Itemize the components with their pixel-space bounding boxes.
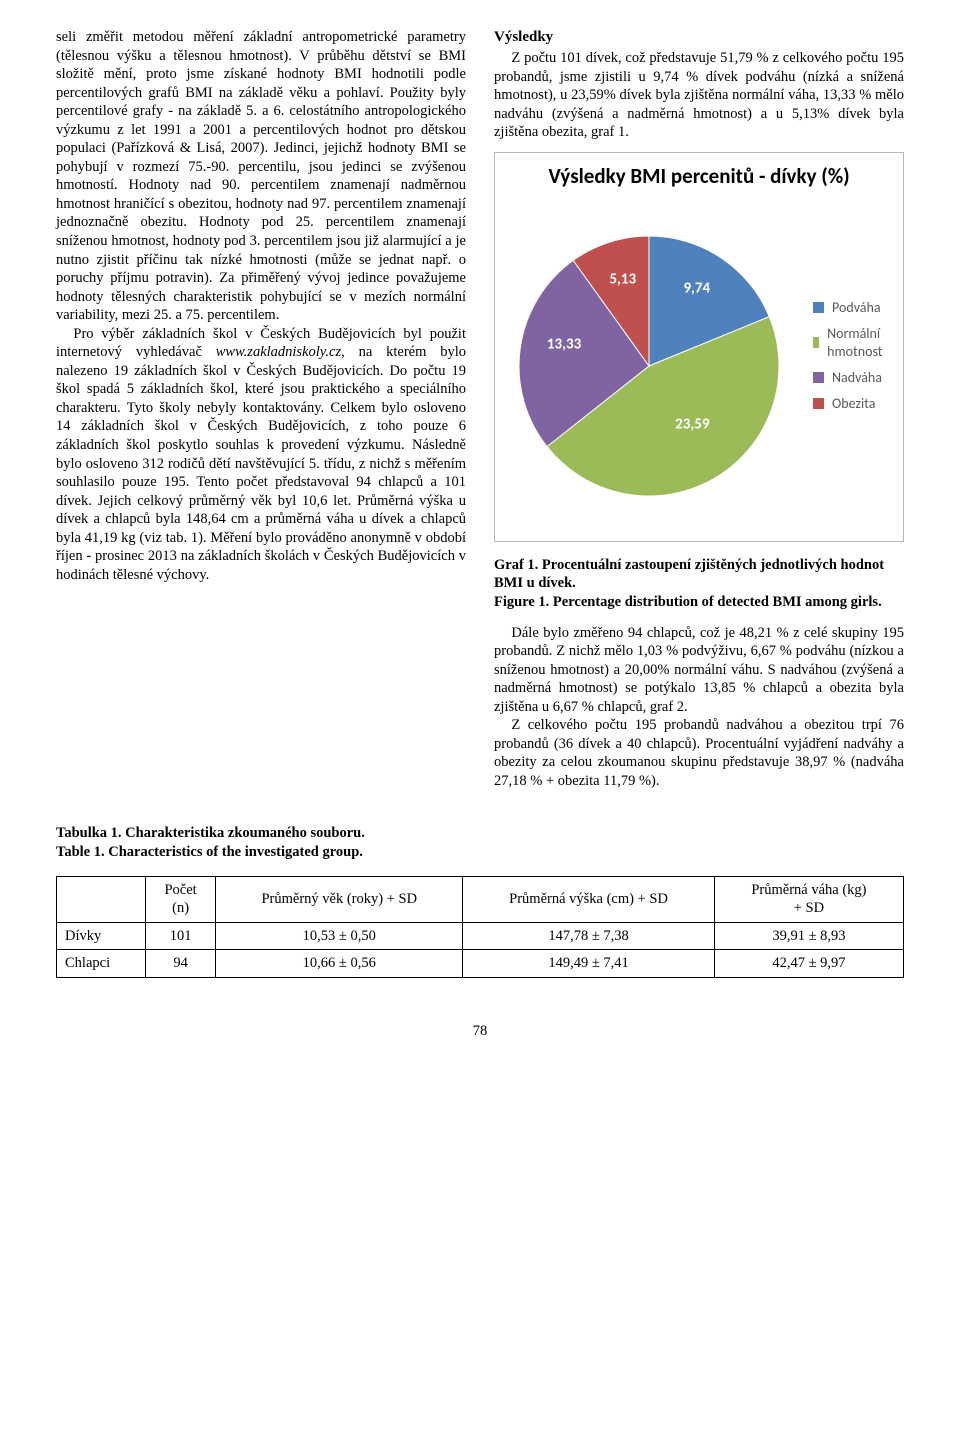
legend-swatch	[813, 302, 824, 313]
table-1-caption: Tabulka 1. Charakteristika zkoumaného so…	[56, 824, 904, 861]
legend-label: Obezita	[832, 395, 875, 413]
chart-legend: Podváha Normální hmotnost Nadváha Obezita	[789, 291, 889, 421]
chart-title: Výsledky BMI percenitů - dívky (%)	[509, 163, 889, 190]
figure-1-caption-cs: Graf 1. Procentuální zastoupení zjištěný…	[494, 557, 884, 592]
right-para-3: Z celkového počtu 195 probandů nadváhou …	[494, 716, 904, 790]
left-para-2-post: , na kterém bylo nalezeno 19 základních …	[56, 344, 466, 583]
left-para-2: Pro výběr základních škol v Českých Budě…	[56, 325, 466, 585]
legend-swatch	[813, 398, 824, 409]
table-header-cell: Průměrná váha (kg)+ SD	[714, 876, 903, 922]
legend-swatch	[813, 372, 824, 383]
table-cell: 147,78 ± 7,38	[463, 922, 715, 950]
legend-label: Nadváha	[832, 369, 882, 387]
legend-item: Nadváha	[813, 369, 889, 387]
table-cell: 149,49 ± 7,41	[463, 950, 715, 978]
legend-item: Obezita	[813, 395, 889, 413]
table-cell: 94	[145, 950, 215, 978]
legend-label: Normální hmotnost	[827, 325, 889, 361]
table-row: Dívky10110,53 ± 0,50147,78 ± 7,3839,91 ±…	[57, 922, 904, 950]
legend-item: Podváha	[813, 299, 889, 317]
table-row: Chlapci9410,66 ± 0,56149,49 ± 7,4142,47 …	[57, 950, 904, 978]
chart-body: 9,7423,5913,335,13 Podváha Normální hmotn…	[509, 196, 889, 516]
table-cell: 10,66 ± 0,56	[216, 950, 463, 978]
table-cell: 101	[145, 922, 215, 950]
pie-canvas: 9,7423,5913,335,13	[509, 216, 789, 496]
left-para-2-url: www.zakladniskoly.cz	[216, 344, 341, 360]
table-cell: Chlapci	[57, 950, 146, 978]
legend-swatch	[813, 337, 819, 348]
left-column: seli změřit metodou měření základní antr…	[56, 28, 466, 790]
table-cell: 39,91 ± 8,93	[714, 922, 903, 950]
characteristics-table: Počet(n)Průměrný věk (roky) + SDPrůměrná…	[56, 876, 904, 978]
page-number: 78	[56, 1022, 904, 1041]
table-cell: Dívky	[57, 922, 146, 950]
left-para-1: seli změřit metodou měření základní antr…	[56, 28, 466, 325]
figure-1-caption-en: Figure 1. Percentage distribution of det…	[494, 594, 882, 610]
legend-item: Normální hmotnost	[813, 325, 889, 361]
legend-label: Podváha	[832, 299, 881, 317]
pie-chart-card: Výsledky BMI percenitů - dívky (%) 9,742…	[494, 152, 904, 542]
table-1-caption-cs: Tabulka 1. Charakteristika zkoumaného so…	[56, 825, 365, 841]
right-column: Výsledky Z počtu 101 dívek, což představ…	[494, 28, 904, 790]
table-cell: 42,47 ± 9,97	[714, 950, 903, 978]
table-header-cell	[57, 876, 146, 922]
figure-1-caption: Graf 1. Procentuální zastoupení zjištěný…	[494, 556, 904, 612]
table-header-cell: Průměrná výška (cm) + SD	[463, 876, 715, 922]
right-para-1: Z počtu 101 dívek, což představuje 51,79…	[494, 49, 904, 142]
right-para-2: Dále bylo změřeno 94 chlapců, což je 48,…	[494, 624, 904, 717]
table-header-cell: Průměrný věk (roky) + SD	[216, 876, 463, 922]
table-header-cell: Počet(n)	[145, 876, 215, 922]
table-cell: 10,53 ± 0,50	[216, 922, 463, 950]
two-column-layout: seli změřit metodou měření základní antr…	[56, 28, 904, 790]
table-1-caption-en: Table 1. Characteristics of the investig…	[56, 844, 363, 860]
results-heading: Výsledky	[494, 28, 904, 47]
